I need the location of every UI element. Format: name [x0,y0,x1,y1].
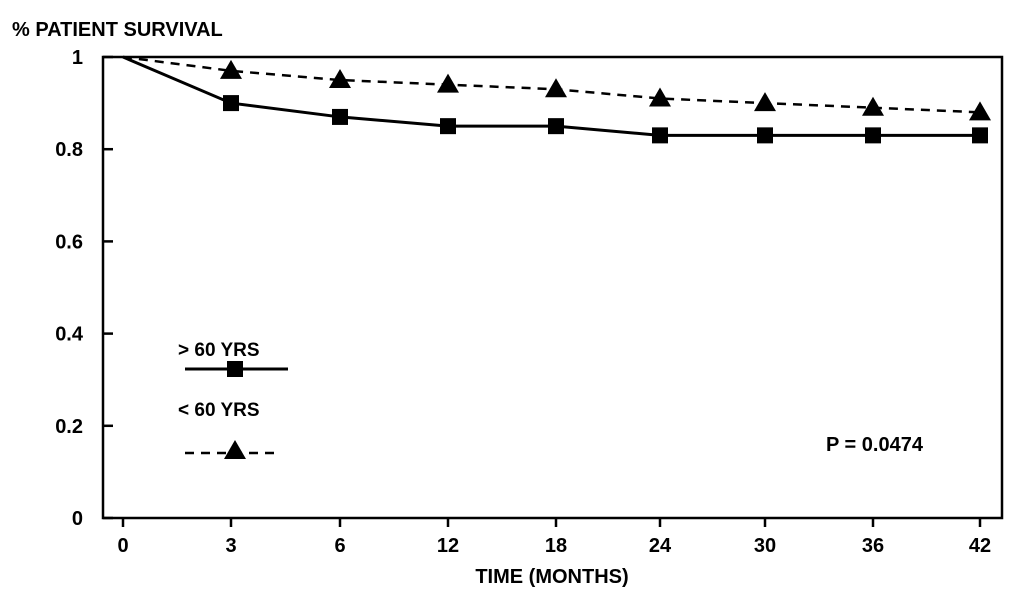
point-under-60-42 [969,101,991,121]
point-over-60-18 [548,118,564,135]
plot-frame [101,55,1004,520]
x-axis: 0 3 6 12 18 24 30 36 42 [117,518,991,557]
x-tick-label-3: 12 [437,535,459,557]
x-tick-label-6: 30 [754,535,776,557]
point-under-60-18 [545,78,567,98]
legend-label-over-60: > 60 YRS [178,340,260,361]
y-tick-label-3: 0.6 [55,231,83,253]
legend: > 60 YRS < 60 YRS [178,340,288,459]
legend-marker-under-60 [224,440,246,459]
point-under-60-30 [754,92,776,112]
x-tick-label-2: 6 [334,535,345,557]
y-tick-label-0: 0 [72,508,83,530]
point-under-60-3 [220,59,242,79]
x-tick-label-8: 42 [969,535,991,557]
series-line-under-60 [122,55,981,114]
point-under-60-36 [862,96,884,116]
point-over-60-6 [332,108,348,125]
legend-label-under-60: < 60 YRS [178,400,260,421]
y-tick-label-5: 1 [72,47,83,69]
p-value-annotation: P = 0.0474 [826,434,924,456]
point-under-60-6 [329,69,351,89]
x-axis-title: TIME (MONTHS) [475,566,628,588]
x-tick-label-4: 18 [545,535,567,557]
point-over-60-24 [652,127,668,144]
x-tick-label-1: 3 [225,535,236,557]
point-over-60-36 [865,127,881,144]
y-tick-label-1: 0.2 [55,416,83,438]
y-axis: 0 0.2 0.4 0.6 0.8 1 [55,47,113,530]
series-over-60 [122,55,988,144]
point-under-60-24 [649,87,671,107]
x-tick-label-5: 24 [649,535,672,557]
legend-marker-over-60 [227,361,243,377]
point-under-60-12 [437,73,459,93]
series-under-60 [122,55,991,121]
series-layer [122,55,991,144]
y-tick-label-2: 0.4 [55,324,84,346]
x-tick-label-0: 0 [117,535,128,557]
point-over-60-42 [972,127,988,144]
x-tick-label-7: 36 [862,535,884,557]
point-over-60-30 [757,127,773,144]
y-tick-label-4: 0.8 [55,139,83,161]
y-axis-title: % PATIENT SURVIVAL [12,19,223,41]
point-over-60-12 [440,118,456,135]
point-over-60-3 [223,95,239,112]
